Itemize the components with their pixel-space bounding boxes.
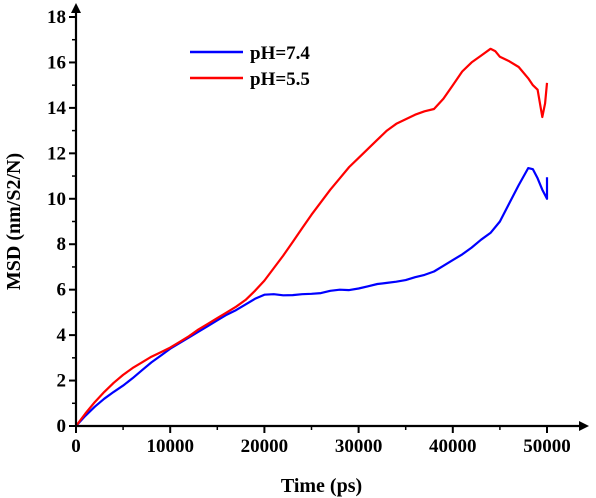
y-tick-label: 8 <box>57 234 67 255</box>
x-axis-title: Time (ps) <box>281 475 362 497</box>
x-tick-label: 0 <box>71 436 81 457</box>
legend-label-2: pH=5.5 <box>250 69 310 90</box>
x-tick-label: 40000 <box>429 436 477 457</box>
axes: 0 10000 20000 30000 40000 50000 0 2 4 6 8 10 12 14 16 1… <box>3 3 589 497</box>
x-tick-label: 20000 <box>241 436 289 457</box>
y-tick-label: 12 <box>47 143 66 164</box>
series-line-2 <box>75 47 549 427</box>
y-tick-label: 16 <box>47 52 66 73</box>
x-tick-label: 30000 <box>335 436 383 457</box>
y-tick-label: 4 <box>57 325 67 346</box>
y-tick-label: 14 <box>47 98 67 119</box>
y-tick-label: 10 <box>47 189 66 210</box>
y-tick-label: 6 <box>57 280 67 301</box>
series-layer <box>75 47 549 427</box>
y-tick-label: 2 <box>57 371 67 392</box>
x-tick-label: 50000 <box>523 436 571 457</box>
legend-label-1: pH=7.4 <box>250 43 310 64</box>
y-axis-title: MSD (nm/S2/N) <box>3 153 25 290</box>
legend: pH=7.4 pH=5.5 <box>190 43 310 90</box>
x-tick-label: 10000 <box>146 436 194 457</box>
series-line-1 <box>75 167 549 427</box>
y-tick-label: 0 <box>57 416 67 437</box>
y-tick-label: 18 <box>47 7 66 28</box>
